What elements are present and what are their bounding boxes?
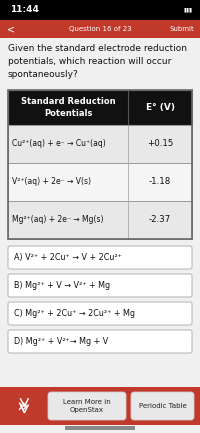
Text: ≫: ≫ — [13, 397, 31, 415]
Text: 11:44: 11:44 — [10, 6, 39, 14]
Text: Learn More in
OpenStax: Learn More in OpenStax — [63, 399, 111, 413]
Text: Question 16 of 23: Question 16 of 23 — [69, 26, 131, 32]
Bar — [0, 387, 200, 425]
Bar — [8, 201, 192, 239]
Text: A) V²⁺ + 2Cu⁺ → V + 2Cu²⁺: A) V²⁺ + 2Cu⁺ → V + 2Cu²⁺ — [14, 253, 122, 262]
Bar — [0, 20, 200, 38]
Text: -1.18: -1.18 — [149, 178, 171, 187]
Text: »: » — [16, 397, 28, 416]
Bar — [0, 0, 200, 20]
Text: Standard Reduction
Potentials: Standard Reduction Potentials — [21, 97, 115, 118]
Text: -2.37: -2.37 — [149, 216, 171, 224]
FancyBboxPatch shape — [8, 246, 192, 269]
Bar — [8, 90, 192, 125]
Text: Cu²⁺(aq) + e⁻ → Cu⁺(aq): Cu²⁺(aq) + e⁻ → Cu⁺(aq) — [12, 139, 106, 149]
Text: Mg²⁺(aq) + 2e⁻ → Mg(s): Mg²⁺(aq) + 2e⁻ → Mg(s) — [12, 216, 104, 224]
Bar — [8, 163, 192, 201]
Bar — [0, 38, 200, 88]
Bar — [8, 90, 192, 239]
Bar — [65, 426, 135, 430]
Text: Given the standard electrode reduction
potentials, which reaction will occur
spo: Given the standard electrode reduction p… — [8, 44, 187, 79]
Text: B) Mg²⁺ + V → V²⁺ + Mg: B) Mg²⁺ + V → V²⁺ + Mg — [14, 281, 110, 290]
Text: C) Mg²⁺ + 2Cu⁺ → 2Cu²⁺ + Mg: C) Mg²⁺ + 2Cu⁺ → 2Cu²⁺ + Mg — [14, 309, 135, 318]
Text: <: < — [7, 24, 15, 34]
Text: D) Mg²⁺ + V²⁺→ Mg + V: D) Mg²⁺ + V²⁺→ Mg + V — [14, 337, 108, 346]
FancyBboxPatch shape — [8, 330, 192, 353]
Text: +0.15: +0.15 — [147, 139, 173, 149]
Text: V²⁺(aq) + 2e⁻ → V(s): V²⁺(aq) + 2e⁻ → V(s) — [12, 178, 91, 187]
FancyBboxPatch shape — [131, 392, 194, 420]
FancyBboxPatch shape — [48, 392, 126, 420]
Text: Submit: Submit — [169, 26, 194, 32]
Text: E° (V): E° (V) — [146, 103, 174, 112]
Text: ▮▮▮: ▮▮▮ — [183, 7, 192, 13]
FancyBboxPatch shape — [8, 274, 192, 297]
FancyBboxPatch shape — [8, 302, 192, 325]
Bar — [8, 125, 192, 163]
Text: Periodic Table: Periodic Table — [139, 403, 186, 409]
